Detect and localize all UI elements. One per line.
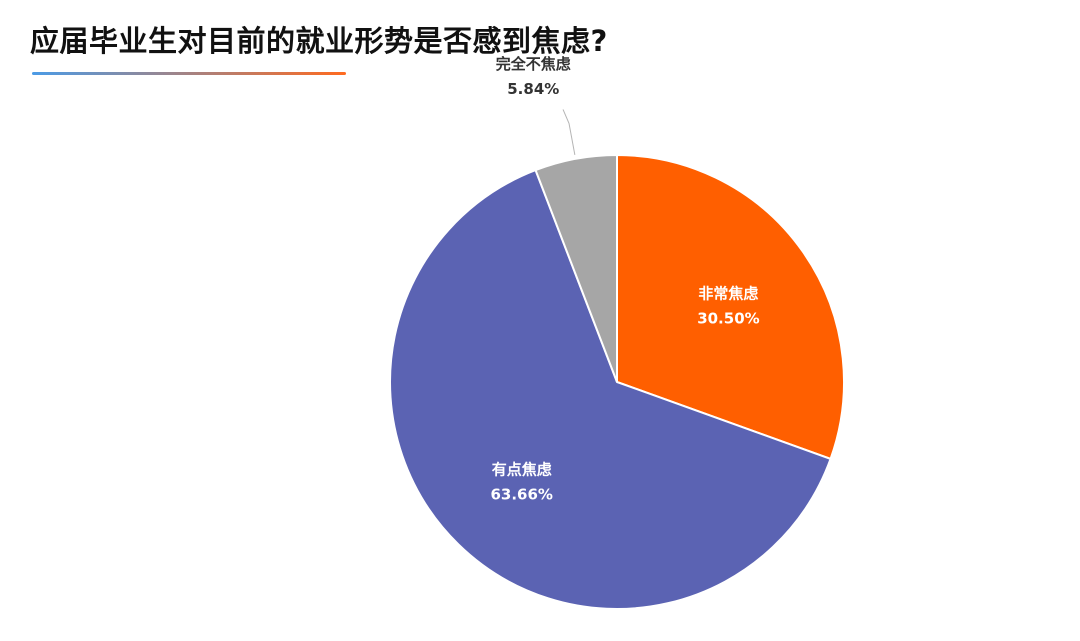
slice-label-not-anxious: 完全不焦虑 — [496, 55, 571, 73]
slice-label-somewhat-anxious: 有点焦虑 — [492, 460, 552, 478]
slice-value-not-anxious: 5.84% — [507, 80, 559, 98]
pie-slice-not-anxious — [534, 153, 618, 383]
title-underline — [32, 72, 346, 75]
pie-slice-very-anxious — [616, 153, 845, 461]
slice-value-somewhat-anxious: 63.66% — [490, 485, 552, 503]
pie-slice-somewhat-anxious — [389, 168, 832, 610]
leader-line-not-anxious — [562, 109, 576, 155]
slice-label-very-anxious: 非常焦虑 — [698, 285, 758, 303]
chart-title: 应届毕业生对目前的就业形势是否感到焦虑? — [30, 24, 608, 58]
slice-value-very-anxious: 30.50% — [697, 310, 759, 328]
